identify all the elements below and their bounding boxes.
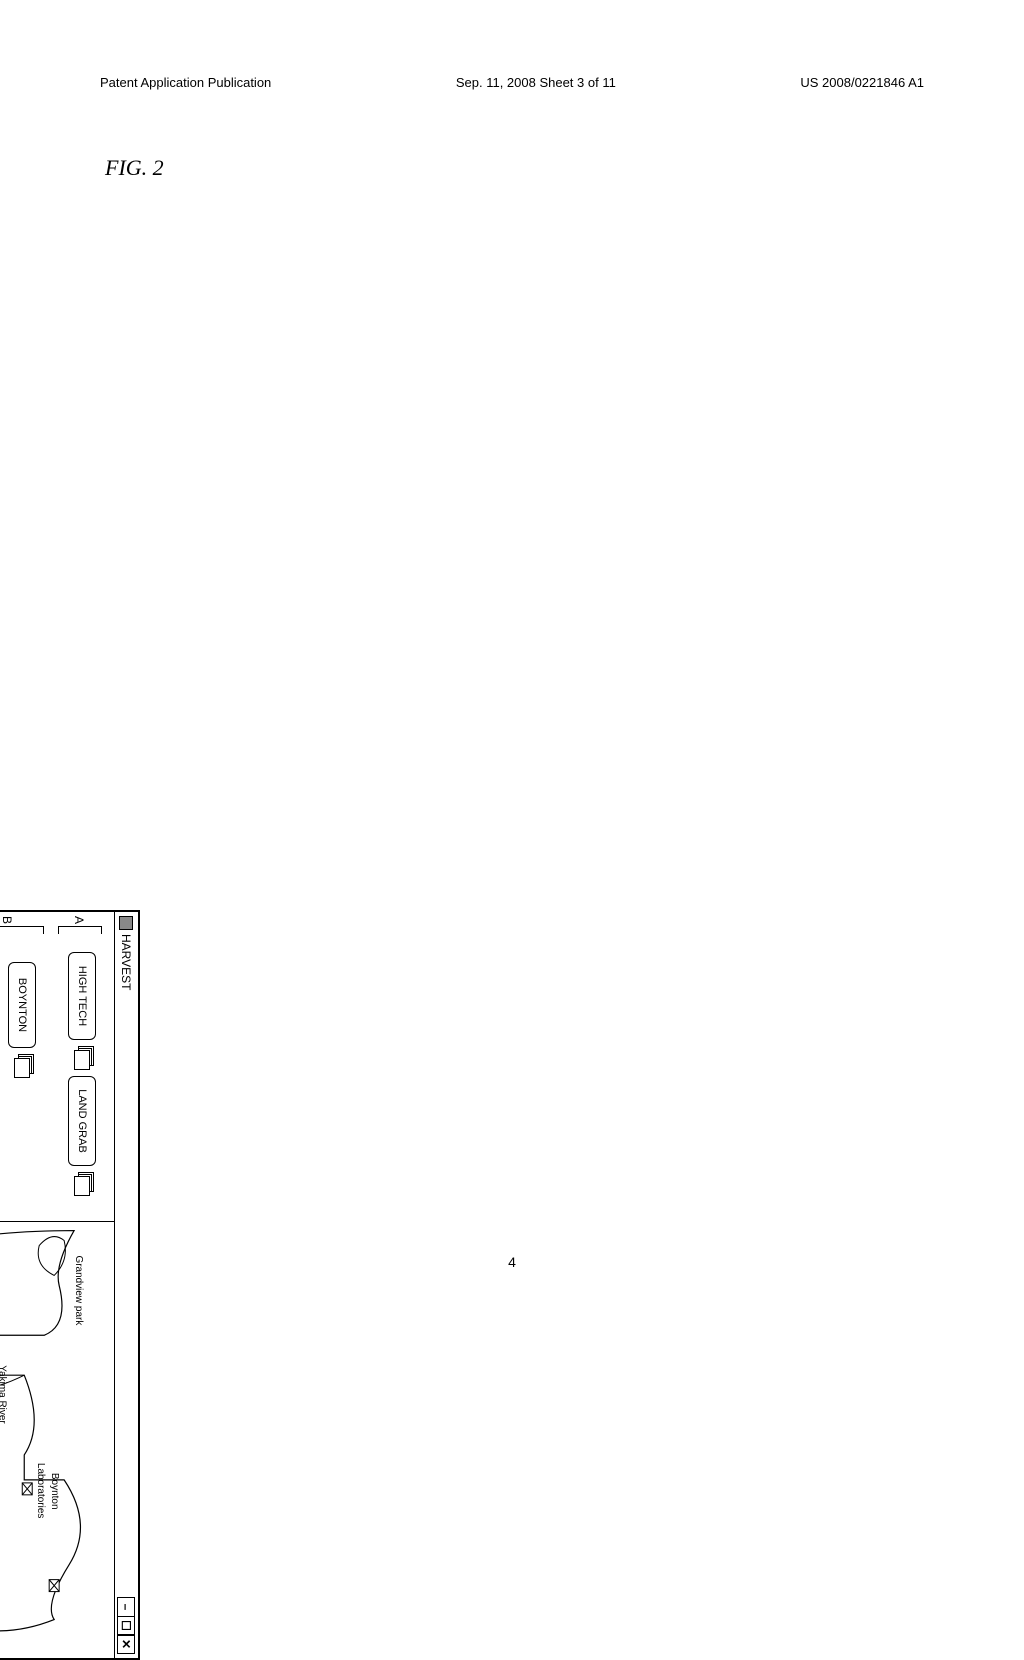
information-space: Grandview park Yakima River Boynton Labo… [0, 1222, 114, 1658]
header-center: Sep. 11, 2008 Sheet 3 of 11 [456, 75, 616, 90]
figure-label: FIG. 2 [105, 155, 164, 181]
page-number: 4 [508, 1254, 516, 1270]
stack-icon[interactable] [76, 1172, 94, 1194]
map[interactable]: Grandview park Yakima River Boynton Labo… [0, 1222, 114, 1658]
card-high-tech[interactable]: HIGH TECH [68, 952, 96, 1040]
analytic-space: A B C HIGH TECH LAND GRAB BOYNTON LAB DI… [0, 912, 114, 1222]
app-window: HARVEST – ☐ ✕ A B C HIGH TECH LAND GRAB … [0, 910, 140, 1660]
minimize-button[interactable]: – [118, 1597, 136, 1617]
app-icon [120, 916, 134, 930]
stack-icon[interactable] [16, 1054, 34, 1076]
card-land-grab[interactable]: LAND GRAB [68, 1076, 96, 1166]
brace-b [0, 926, 44, 934]
brace-a [58, 926, 102, 934]
maximize-button[interactable]: ☐ [118, 1616, 136, 1636]
header-right: US 2008/0221846 A1 [800, 75, 924, 90]
map-label-boynton2: Laboratories [35, 1463, 46, 1518]
close-button[interactable]: ✕ [118, 1634, 136, 1654]
map-label-yakima: Yakima River [0, 1365, 7, 1424]
header-left: Patent Application Publication [100, 75, 271, 90]
layer-b-label: B [0, 916, 14, 924]
window-title: HARVEST [120, 934, 134, 990]
card-boynton[interactable]: BOYNTON [8, 962, 36, 1048]
layer-a-label: A [72, 916, 86, 924]
stack-icon[interactable] [76, 1046, 94, 1068]
titlebar: HARVEST – ☐ ✕ [114, 912, 138, 1658]
map-label-boynton1: Boynton [49, 1473, 60, 1510]
map-label-grandview: Grandview park [73, 1256, 84, 1326]
